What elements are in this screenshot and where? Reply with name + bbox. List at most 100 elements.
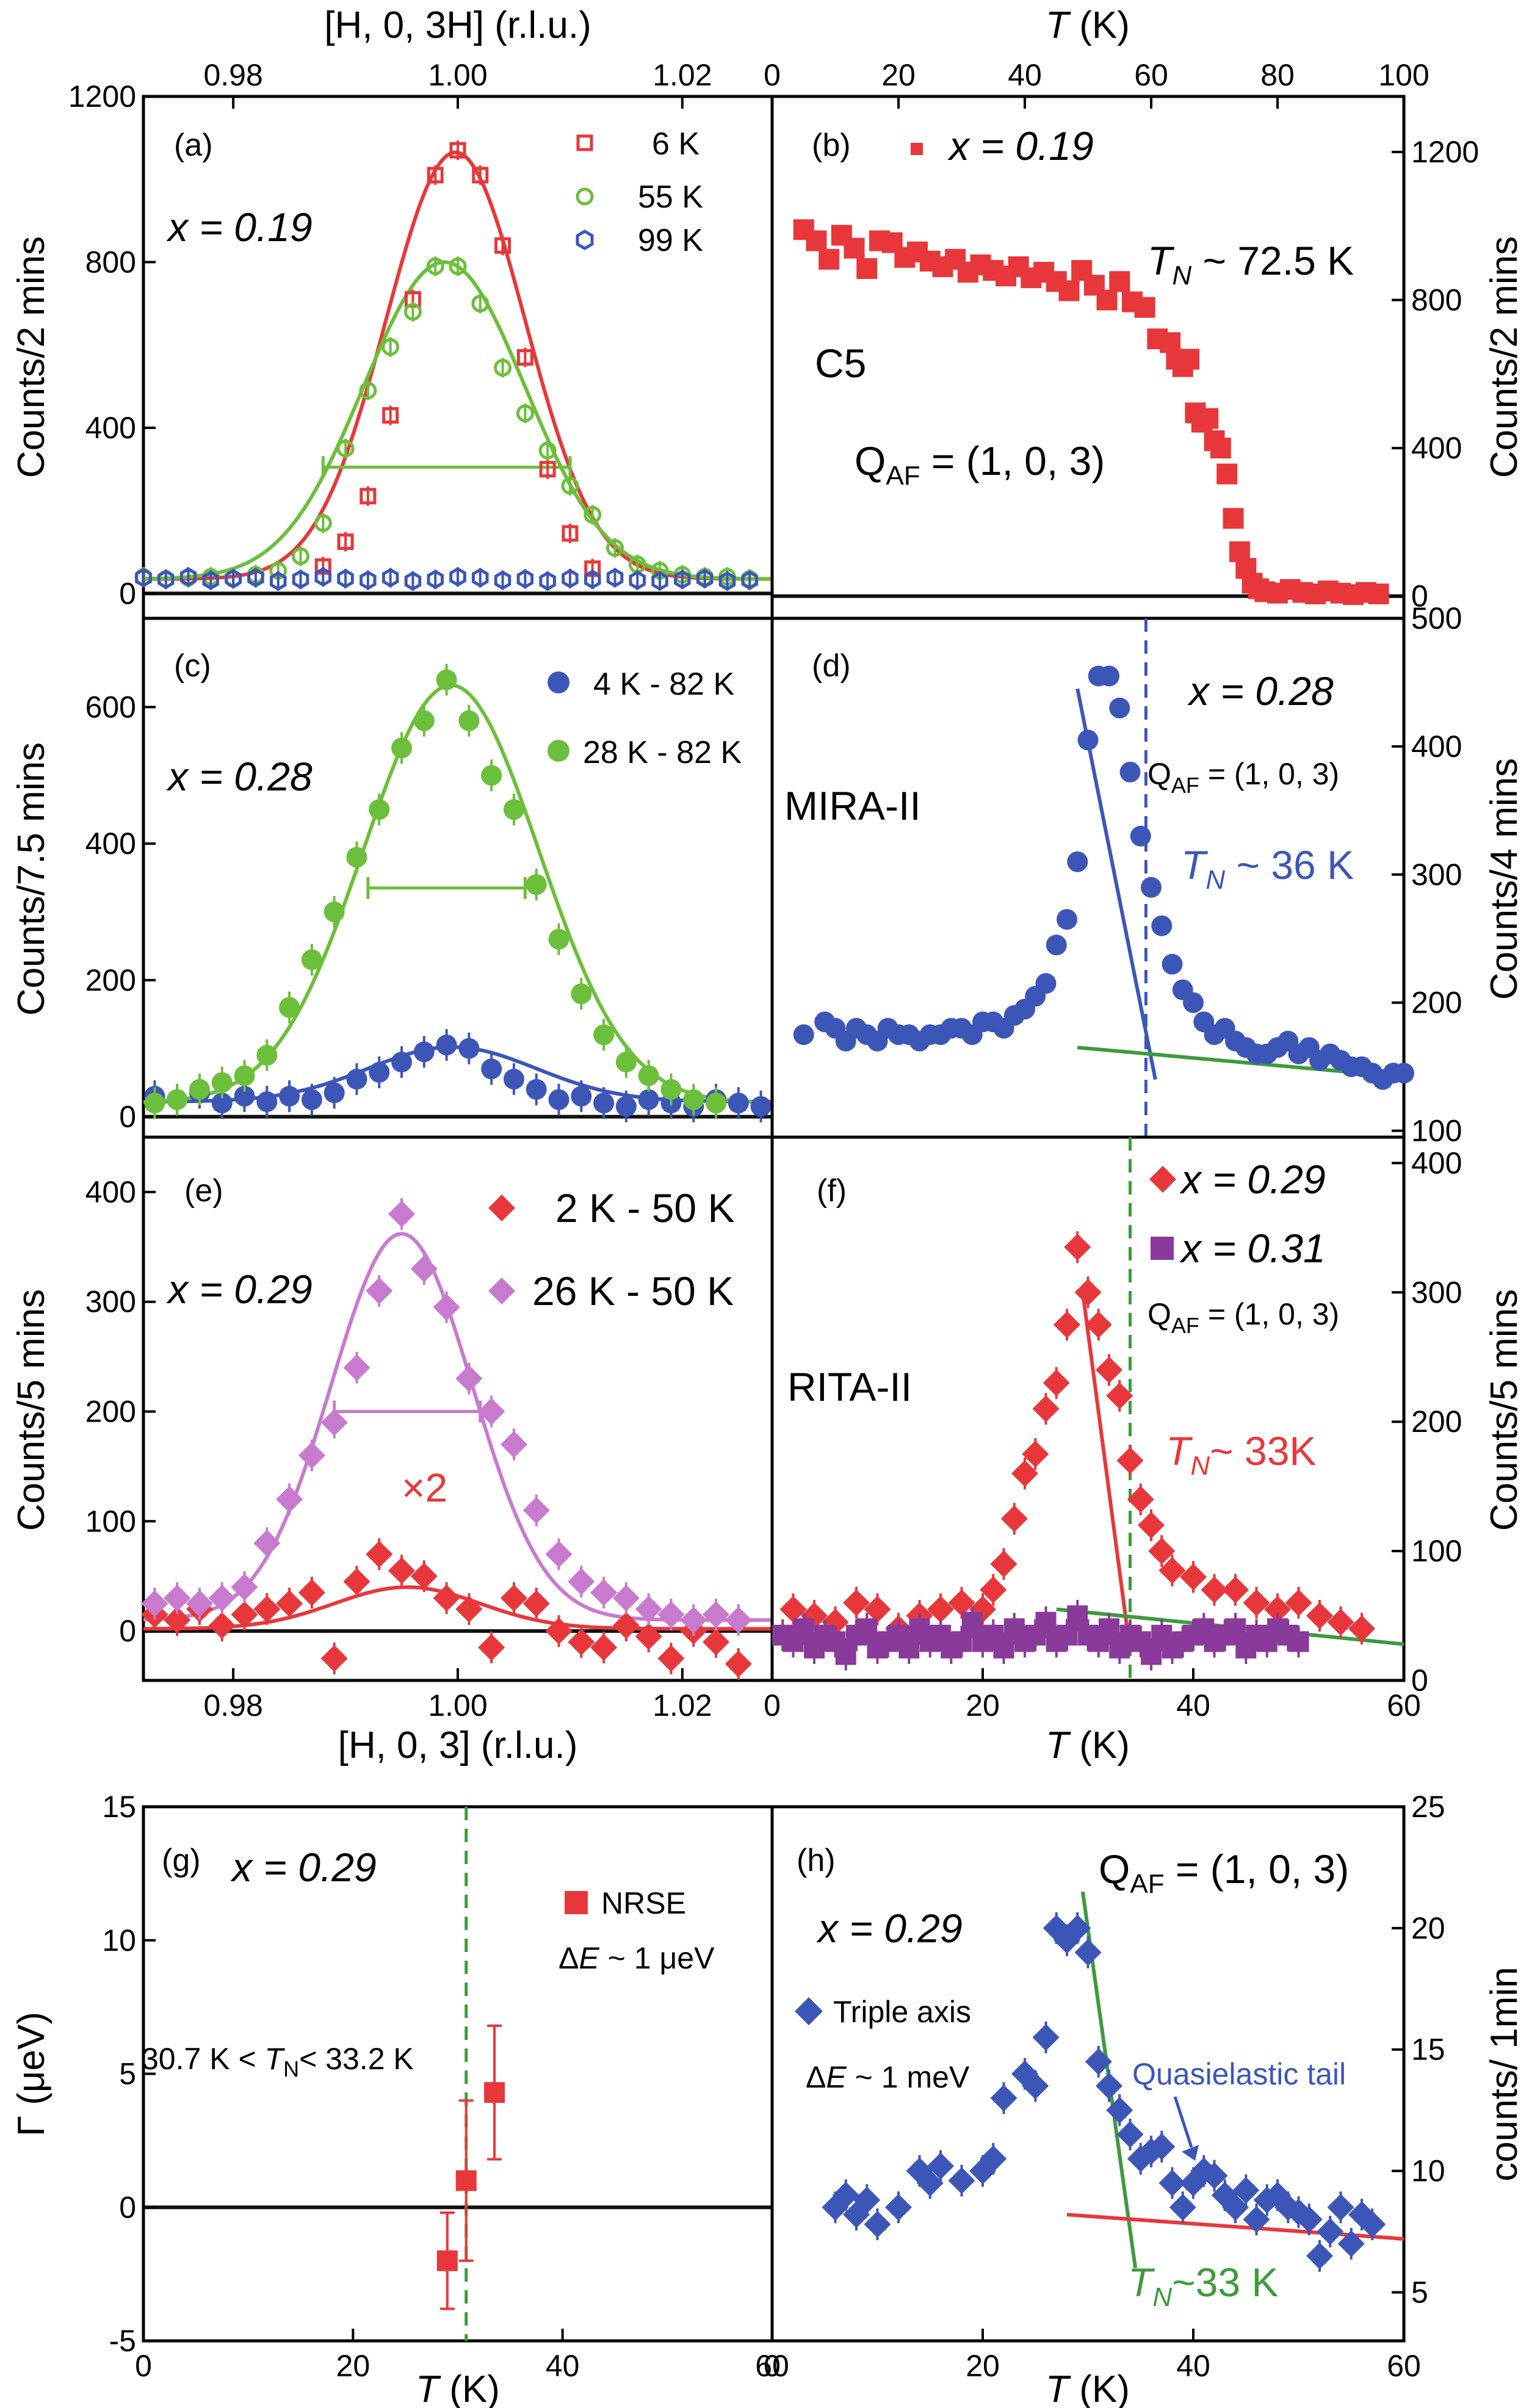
panel-b-x-annotation: x = 0.19 [947,123,1094,168]
data-point [1368,583,1389,604]
y-tick-label: 1200 [1411,135,1479,169]
y-tick-label: 800 [1411,283,1462,317]
x-tick-label: 0 [764,2349,781,2383]
legend-6k-marker [576,134,593,151]
panel-d-qaf: QAF = (1, 0, 3) [1148,757,1339,798]
data-point [1127,1486,1154,1513]
panel-c-legend: 4 K - 82 K 28 K - 82 K [548,667,742,770]
data-point [413,710,435,731]
legend-4k-marker [548,671,569,693]
data-point [844,237,865,259]
data-point [1225,1618,1246,1640]
x-tick-label: 0 [135,2349,152,2383]
data-point [455,1596,483,1623]
data-point [1232,2177,1260,2204]
data-point [741,570,758,590]
data-point [1180,1563,1207,1591]
y-tick-label: 400 [1411,729,1462,764]
data-point [1201,1576,1228,1604]
data-point [1043,1369,1070,1397]
data-point [1096,289,1118,311]
panel-h-ylabel: counts/ 1min [1483,1967,1525,2182]
data-point [1099,1618,1119,1640]
x-tick-label: 1.00 [428,58,487,92]
x-tick-label: 40 [546,2349,580,2383]
data-point [292,547,309,565]
y-tick-label: 0 [119,576,136,610]
data-point [301,1089,322,1110]
data-point [612,1612,640,1640]
panel-h-xlabel: T (K) [1046,2368,1130,2408]
data-point [458,1038,480,1059]
panel-e-ticks: 0 100 200 300 400 0.98 1.00 1.02 [85,1175,712,1723]
data-point [1306,2242,1333,2269]
data-point [346,1068,367,1090]
data-point [256,1044,278,1066]
data-point [256,1091,278,1112]
data-point [276,1486,303,1513]
y-tick-label: 1200 [68,79,136,114]
y-tick-label: 300 [85,1285,136,1319]
x-tick-label: 0 [764,58,781,92]
panel-e-x-annotation: x = 0.29 [166,1267,313,1312]
panel-e-legend: 2 K - 50 K 26 K - 50 K [488,1185,735,1314]
data-point [471,294,490,313]
data-point [725,1651,752,1678]
data-point [951,1631,972,1652]
data-point [674,569,691,590]
data-point [202,570,220,590]
data-point [819,248,840,270]
data-point [481,765,502,786]
legend-triple-axis-marker [795,1997,823,2025]
data-point [545,1541,573,1568]
panel-h-tail-label: Quasielastic tail [1132,2057,1346,2091]
data-point [208,1585,236,1612]
data-point [1074,1279,1102,1306]
data-point [481,1058,502,1080]
panel-f-xlabel: T (K) [1046,1724,1130,1766]
data-point [366,1541,393,1568]
data-point [135,568,152,588]
panel-d-instrument: MIRA-II [784,783,921,828]
data-point [500,1585,527,1612]
data-point [1183,992,1204,1013]
panel-b-ticks: 0 400 800 1200 0 20 40 60 80 100 [764,58,1479,613]
data-point [660,1079,682,1100]
data-point [545,1618,573,1645]
data-point [1106,1382,1133,1409]
data-point [1158,2169,1186,2197]
data-point [433,1585,460,1612]
data-point [1077,729,1099,751]
data-point [189,1079,210,1100]
data-point [472,568,489,588]
data-point [657,1601,685,1629]
data-point [164,1585,191,1612]
data-point [433,1293,460,1321]
x-tick-label: 60 [1134,58,1168,92]
data-point [606,539,624,557]
panel-b-instrument: C5 [815,341,866,386]
x-tick-label: 100 [1378,58,1429,92]
panel-g-xlabel: T (K) [416,2368,500,2408]
data-point [806,230,827,251]
panel-g-label: (g) [162,1843,201,1878]
data-point [1109,271,1130,292]
data-point [1158,1557,1186,1584]
data-point [1058,280,1080,302]
x-tick-label: 0 [764,1688,781,1723]
panel-d-label: (d) [812,648,851,684]
data-point [927,2152,954,2180]
data-point [853,2186,881,2214]
data-point [843,1589,870,1616]
series-x-0-19 [793,219,1389,606]
data-point [346,847,367,868]
y-tick-label: 5 [1411,2275,1428,2309]
panel-e-ylabel: Counts/5 mins [10,1289,52,1531]
legend-triple-axis-label: Triple axis [833,1995,971,2029]
data-point [680,1607,707,1634]
data-point [526,874,547,895]
panel-f-ylabel: Counts/5 mins [1483,1289,1525,1531]
data-point [1327,1608,1354,1636]
data-point [1222,1576,1249,1604]
